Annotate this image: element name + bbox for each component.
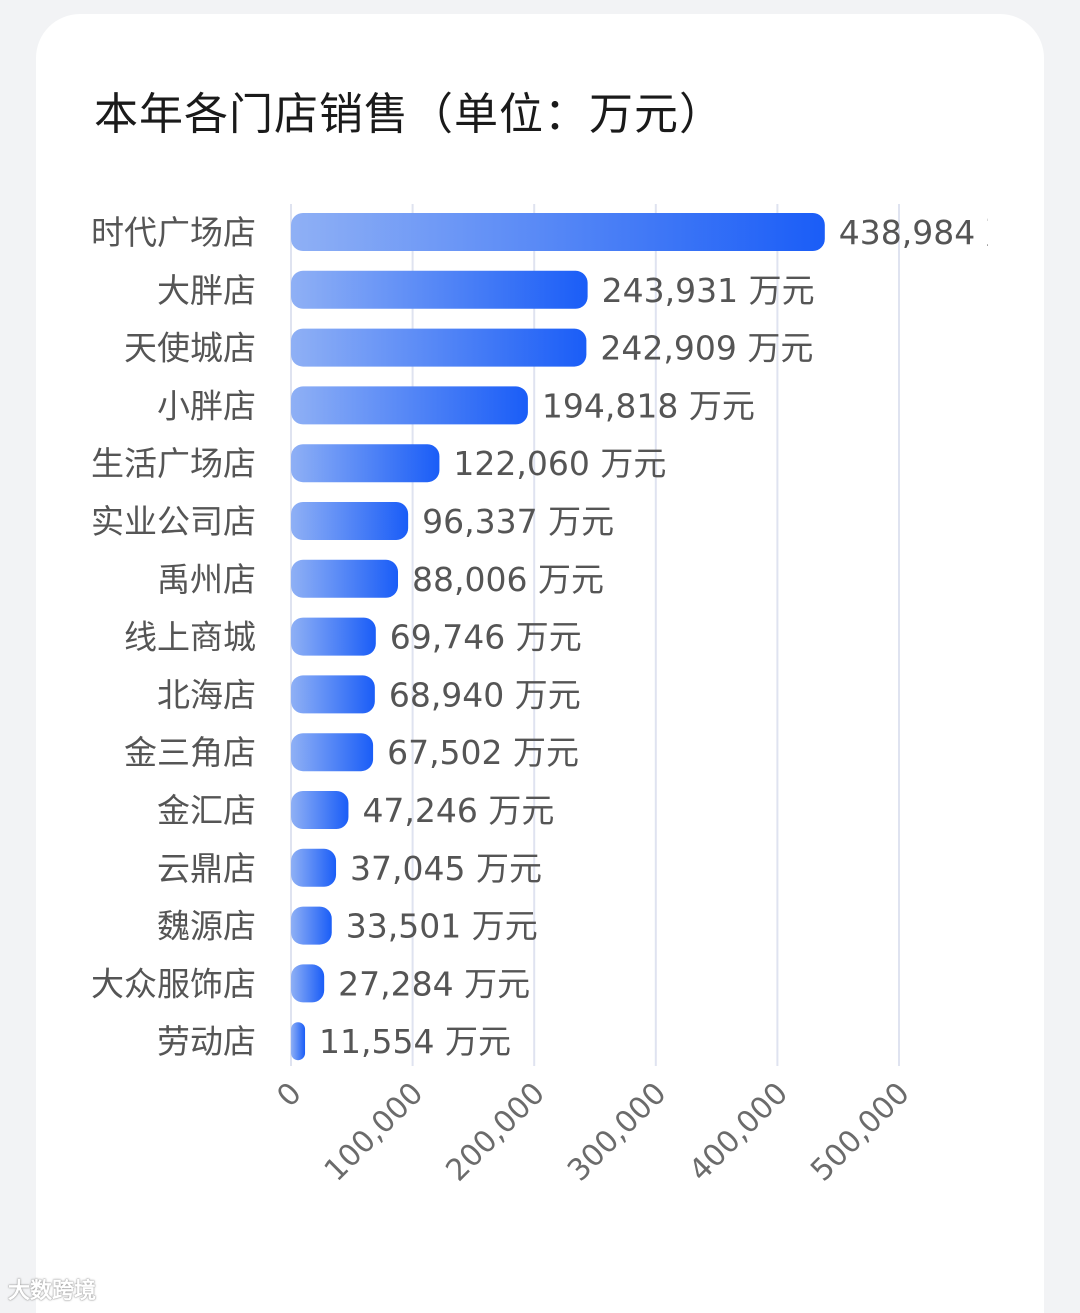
data-label: 27,284 万元 (338, 964, 530, 1003)
category-label: 金汇店 (157, 791, 256, 830)
x-tick-label: 500,000 (804, 1076, 916, 1188)
data-label: 37,045 万元 (350, 849, 542, 888)
bar (291, 675, 375, 714)
bar (291, 964, 325, 1003)
watermark-logo: 大数跨境 (8, 1273, 96, 1305)
bar (291, 328, 587, 367)
data-label: 69,746 万元 (390, 618, 582, 657)
category-label: 小胖店 (157, 386, 256, 425)
x-tick-label: 400,000 (683, 1076, 795, 1188)
x-tick-label: 300,000 (561, 1076, 673, 1188)
data-label: 194,818 万元 (542, 386, 755, 425)
bar (291, 213, 825, 251)
bar (291, 270, 588, 309)
category-label: 实业公司店 (91, 502, 256, 541)
data-label: 33,501 万元 (346, 907, 538, 946)
data-label: 243,931 万元 (602, 271, 815, 310)
data-label: 438,984 万元 (839, 213, 1052, 252)
category-label: 北海店 (157, 675, 256, 714)
bar (291, 1022, 306, 1061)
data-label: 67,502 万元 (387, 733, 579, 772)
bar (291, 906, 332, 945)
bar (291, 733, 374, 772)
bar (291, 386, 528, 425)
category-label: 时代广场店 (91, 213, 256, 252)
data-label: 96,337 万元 (422, 502, 614, 541)
bar (291, 791, 349, 829)
category-label: 魏源店 (157, 907, 256, 946)
x-tick-label: 0 (270, 1076, 308, 1114)
category-label: 天使城店 (124, 329, 256, 368)
category-label: 大众服饰店 (91, 964, 256, 1003)
data-label: 11,554 万元 (319, 1022, 511, 1061)
category-label: 大胖店 (157, 271, 256, 310)
category-label: 线上商城 (124, 618, 256, 657)
data-label: 88,006 万元 (412, 560, 604, 599)
bar (291, 559, 399, 598)
data-label: 47,246 万元 (362, 791, 554, 830)
chart-title: 本年各门店销售（单位：万元） (94, 89, 724, 140)
bar (291, 848, 337, 887)
category-label: 云鼎店 (157, 849, 256, 888)
x-tick-label: 200,000 (439, 1076, 551, 1188)
bar (291, 444, 440, 483)
bar (291, 502, 409, 540)
data-label: 122,060 万元 (453, 444, 666, 483)
watermark-text: 大数跨境 (8, 1279, 97, 1304)
bar (291, 617, 376, 656)
x-tick-label: 100,000 (318, 1076, 430, 1188)
category-label: 劳动店 (157, 1022, 256, 1061)
data-label: 68,940 万元 (389, 675, 581, 714)
category-label: 金三角店 (124, 733, 256, 772)
data-label: 242,909 万元 (600, 329, 813, 368)
category-label: 禹州店 (157, 560, 256, 599)
category-label: 生活广场店 (91, 444, 256, 483)
